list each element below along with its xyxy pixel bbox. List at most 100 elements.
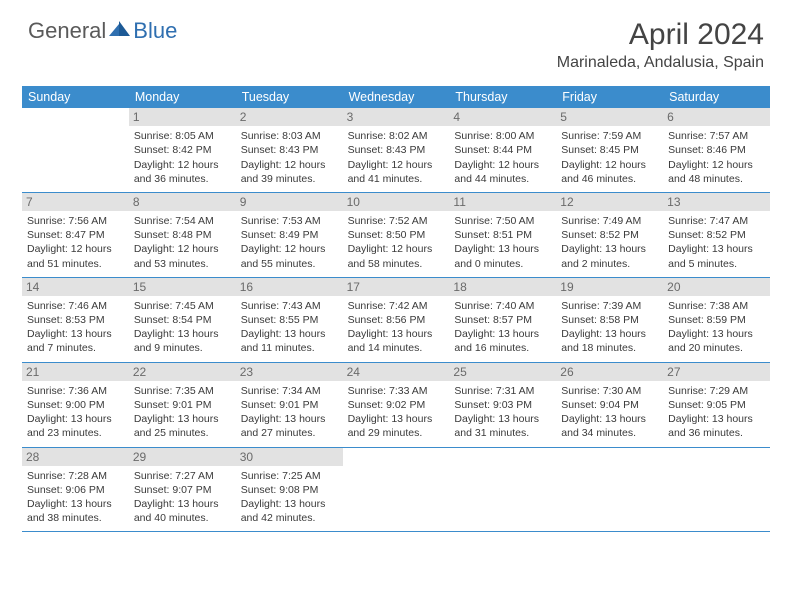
day-cell: 25Sunrise: 7:31 AMSunset: 9:03 PMDayligh…	[449, 363, 556, 447]
day-text-line: Sunset: 9:04 PM	[561, 398, 658, 412]
day-number: 4	[449, 108, 556, 126]
day-text-line: Sunrise: 7:50 AM	[454, 214, 551, 228]
logo: General Blue	[28, 18, 177, 44]
day-text-line: and 27 minutes.	[241, 426, 338, 440]
day-text-line: Sunrise: 8:02 AM	[348, 129, 445, 143]
weekday-thursday: Thursday	[449, 86, 556, 108]
weekday-header-row: SundayMondayTuesdayWednesdayThursdayFrid…	[22, 86, 770, 108]
day-text-line: Sunrise: 7:28 AM	[27, 469, 124, 483]
day-text-line: Sunset: 8:45 PM	[561, 143, 658, 157]
day-text-line: Sunset: 9:00 PM	[27, 398, 124, 412]
day-text-line: Daylight: 13 hours	[348, 412, 445, 426]
day-cell: 10Sunrise: 7:52 AMSunset: 8:50 PMDayligh…	[343, 193, 450, 277]
day-number: 30	[236, 448, 343, 466]
day-text-line: Daylight: 12 hours	[668, 158, 765, 172]
day-number: 22	[129, 363, 236, 381]
day-text-line: and 40 minutes.	[134, 511, 231, 525]
day-text-line: and 18 minutes.	[561, 341, 658, 355]
day-text-line: Sunset: 9:08 PM	[241, 483, 338, 497]
day-text-line: Daylight: 12 hours	[134, 158, 231, 172]
day-number: 29	[129, 448, 236, 466]
day-text-line: Sunrise: 7:27 AM	[134, 469, 231, 483]
day-number: 5	[556, 108, 663, 126]
day-number: 3	[343, 108, 450, 126]
day-text-line: Daylight: 12 hours	[348, 242, 445, 256]
day-text-line: Sunrise: 7:57 AM	[668, 129, 765, 143]
day-text-line: Daylight: 13 hours	[27, 497, 124, 511]
logo-text-blue: Blue	[133, 18, 177, 44]
day-text-line: and 25 minutes.	[134, 426, 231, 440]
day-text-line: Daylight: 12 hours	[241, 158, 338, 172]
day-text-line: Sunset: 9:03 PM	[454, 398, 551, 412]
day-text-line: Sunrise: 7:59 AM	[561, 129, 658, 143]
day-number: 19	[556, 278, 663, 296]
day-number: 26	[556, 363, 663, 381]
day-cell: 9Sunrise: 7:53 AMSunset: 8:49 PMDaylight…	[236, 193, 343, 277]
day-text-line: Sunrise: 7:56 AM	[27, 214, 124, 228]
day-text-line: Daylight: 13 hours	[27, 327, 124, 341]
day-cell: 27Sunrise: 7:29 AMSunset: 9:05 PMDayligh…	[663, 363, 770, 447]
day-text-line: and 42 minutes.	[241, 511, 338, 525]
month-title: April 2024	[557, 18, 764, 52]
day-text-line: Sunrise: 7:25 AM	[241, 469, 338, 483]
logo-triangle-icon	[109, 19, 131, 42]
day-text-line: Sunset: 8:53 PM	[27, 313, 124, 327]
empty-cell	[449, 448, 556, 532]
day-text-line: and 16 minutes.	[454, 341, 551, 355]
day-number: 18	[449, 278, 556, 296]
day-number: 9	[236, 193, 343, 211]
day-text-line: Sunset: 8:51 PM	[454, 228, 551, 242]
day-number: 12	[556, 193, 663, 211]
day-number: 7	[22, 193, 129, 211]
day-text-line: Sunrise: 7:36 AM	[27, 384, 124, 398]
day-text-line: and 44 minutes.	[454, 172, 551, 186]
day-text-line: Daylight: 13 hours	[348, 327, 445, 341]
day-text-line: and 39 minutes.	[241, 172, 338, 186]
calendar: SundayMondayTuesdayWednesdayThursdayFrid…	[22, 86, 770, 532]
day-text-line: Sunset: 9:05 PM	[668, 398, 765, 412]
day-text-line: and 55 minutes.	[241, 257, 338, 271]
day-text-line: Sunrise: 7:34 AM	[241, 384, 338, 398]
day-text-line: Daylight: 13 hours	[668, 412, 765, 426]
day-text-line: and 7 minutes.	[27, 341, 124, 355]
weekday-sunday: Sunday	[22, 86, 129, 108]
day-cell: 21Sunrise: 7:36 AMSunset: 9:00 PMDayligh…	[22, 363, 129, 447]
day-text-line: Sunrise: 7:46 AM	[27, 299, 124, 313]
day-text-line: Sunset: 8:47 PM	[27, 228, 124, 242]
day-cell: 6Sunrise: 7:57 AMSunset: 8:46 PMDaylight…	[663, 108, 770, 192]
day-text-line: and 20 minutes.	[668, 341, 765, 355]
day-text-line: and 38 minutes.	[27, 511, 124, 525]
day-cell: 3Sunrise: 8:02 AMSunset: 8:43 PMDaylight…	[343, 108, 450, 192]
day-text-line: Sunset: 8:46 PM	[668, 143, 765, 157]
day-cell: 1Sunrise: 8:05 AMSunset: 8:42 PMDaylight…	[129, 108, 236, 192]
header: General Blue April 2024 Marinaleda, Anda…	[0, 0, 792, 78]
day-number: 27	[663, 363, 770, 381]
day-number: 15	[129, 278, 236, 296]
day-text-line: Sunset: 8:42 PM	[134, 143, 231, 157]
day-number: 28	[22, 448, 129, 466]
day-cell: 17Sunrise: 7:42 AMSunset: 8:56 PMDayligh…	[343, 278, 450, 362]
day-text-line: Sunrise: 8:05 AM	[134, 129, 231, 143]
day-text-line: Sunset: 8:49 PM	[241, 228, 338, 242]
day-text-line: Sunset: 8:58 PM	[561, 313, 658, 327]
day-text-line: Sunrise: 7:30 AM	[561, 384, 658, 398]
day-text-line: Sunrise: 7:42 AM	[348, 299, 445, 313]
day-number: 21	[22, 363, 129, 381]
day-cell: 13Sunrise: 7:47 AMSunset: 8:52 PMDayligh…	[663, 193, 770, 277]
day-text-line: Sunrise: 7:31 AM	[454, 384, 551, 398]
day-text-line: Sunset: 9:07 PM	[134, 483, 231, 497]
day-text-line: Sunset: 8:55 PM	[241, 313, 338, 327]
day-text-line: Daylight: 13 hours	[134, 497, 231, 511]
day-number: 11	[449, 193, 556, 211]
day-text-line: Sunrise: 7:45 AM	[134, 299, 231, 313]
day-text-line: Sunrise: 7:39 AM	[561, 299, 658, 313]
day-text-line: Sunset: 8:52 PM	[668, 228, 765, 242]
day-text-line: Sunset: 8:52 PM	[561, 228, 658, 242]
day-text-line: Daylight: 13 hours	[668, 242, 765, 256]
day-text-line: Sunset: 9:01 PM	[241, 398, 338, 412]
day-cell: 22Sunrise: 7:35 AMSunset: 9:01 PMDayligh…	[129, 363, 236, 447]
day-text-line: Daylight: 13 hours	[454, 242, 551, 256]
day-text-line: and 34 minutes.	[561, 426, 658, 440]
day-text-line: Daylight: 12 hours	[454, 158, 551, 172]
day-text-line: Sunrise: 7:53 AM	[241, 214, 338, 228]
